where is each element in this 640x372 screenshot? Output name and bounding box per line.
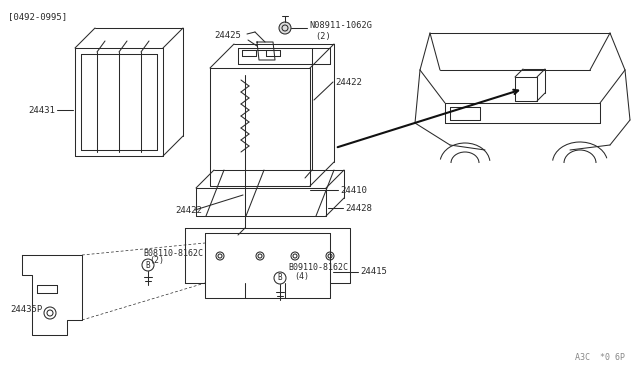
Text: 24428: 24428	[345, 203, 372, 212]
Text: 24422: 24422	[335, 77, 362, 87]
Circle shape	[142, 259, 154, 271]
Text: B: B	[278, 273, 282, 282]
Text: B: B	[146, 260, 150, 269]
Text: (4): (4)	[294, 272, 309, 280]
Text: A3C  *0 6P: A3C *0 6P	[575, 353, 625, 362]
Text: 24410: 24410	[340, 186, 367, 195]
Text: B09110-8162C: B09110-8162C	[288, 263, 348, 273]
Text: (2): (2)	[149, 257, 164, 266]
Text: (2): (2)	[315, 32, 331, 41]
Text: 24422: 24422	[175, 205, 202, 215]
Circle shape	[279, 22, 291, 34]
Text: 24425: 24425	[214, 31, 241, 39]
Text: B08110-8162C: B08110-8162C	[143, 248, 203, 257]
Circle shape	[274, 272, 286, 284]
Text: N08911-1062G: N08911-1062G	[309, 20, 372, 29]
Text: 24431: 24431	[28, 106, 55, 115]
Text: [0492-0995]: [0492-0995]	[8, 13, 67, 22]
Text: 24435P: 24435P	[10, 305, 42, 314]
Text: 24415: 24415	[360, 267, 387, 276]
